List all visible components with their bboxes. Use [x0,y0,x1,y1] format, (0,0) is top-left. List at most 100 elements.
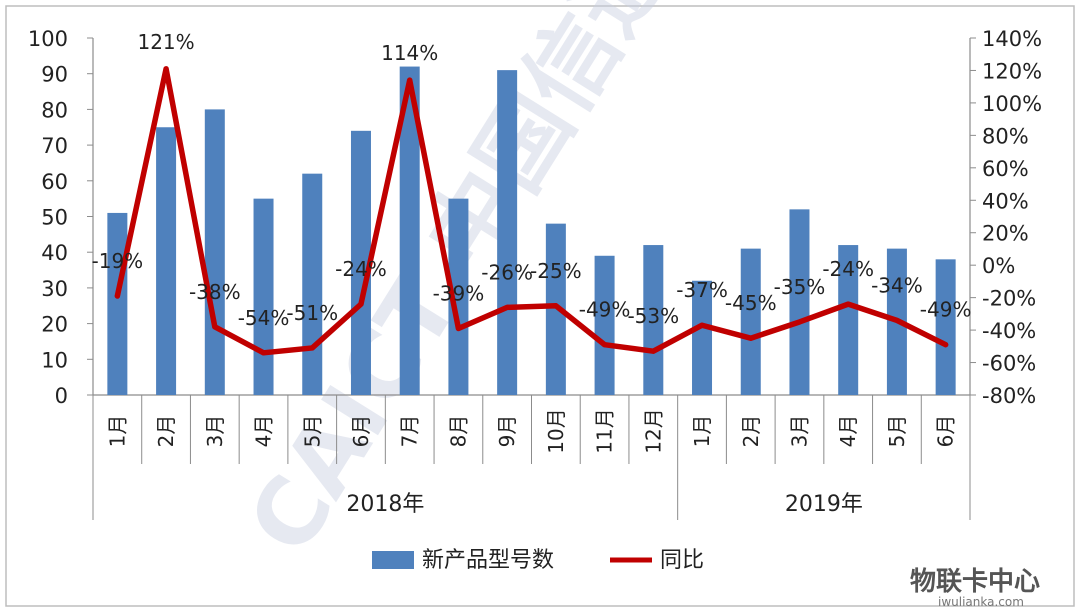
line-point [212,324,218,330]
y-left-tick-label: 70 [41,134,68,158]
line-data-label: -51% [286,301,338,325]
y-left-tick-label: 90 [41,63,68,87]
line-data-label: -49% [579,298,631,322]
x-group-label: 2019年 [785,492,863,517]
y-left-tick-label: 10 [41,348,68,372]
axes: 0 10 20 30 40 50 60 70 80 90 100 -80% -60% -40% -20% 0%… [28,27,1042,520]
y-left-tick-label: 50 [41,206,68,230]
line-data-label: -49% [920,298,972,322]
x-tick-label: 3月 [203,415,227,448]
bar [399,66,420,395]
bar [350,130,371,395]
line-point [407,77,413,83]
line-data-label: -45% [725,291,777,315]
line-point [163,66,169,72]
corner-logo-text: 物联卡中心 [910,567,1040,597]
bar [740,248,761,395]
line-point [845,301,851,307]
y-left-tick-label: 20 [41,313,68,337]
y-right-tick-label: 140% [982,27,1042,51]
bar [692,280,713,395]
legend-label-bar: 新产品型号数 [422,548,554,573]
y-right-tick-label: 120% [982,59,1042,83]
line-point [553,303,559,309]
y-left-tick-label: 0 [55,384,68,408]
y-right-tick-label: -80% [982,384,1036,408]
line-point [309,345,315,351]
x-tick-label: 5月 [885,415,909,448]
corner-logo-url: iwulianka.com [938,595,1024,609]
bar [302,173,323,395]
line-data-label: -35% [774,275,826,299]
corner-logo: 物联卡中心 iwulianka.com [910,567,1040,609]
legend-label-line: 同比 [660,548,704,573]
x-tick-label: 4月 [836,415,860,448]
y-left-tick-label: 30 [41,277,68,301]
line-data-label: -34% [871,273,923,297]
bar [497,70,518,395]
legend-swatch-bar [372,551,414,569]
y-right-tick-label: -60% [982,352,1036,376]
x-tick-label: 11月 [593,408,617,453]
y-right-tick-label: 100% [982,92,1042,116]
bar [789,209,810,395]
line-data-label: -53% [627,304,679,328]
x-tick-label: 4月 [252,415,276,448]
bar [204,109,225,396]
x-tick-label: 10月 [544,408,568,453]
line-point [358,301,364,307]
bar [156,127,177,395]
line-point [455,325,461,331]
line-data-label: -37% [676,278,728,302]
y-right-tick-label: 40% [982,189,1029,213]
line-series [114,66,949,356]
bar-series [107,66,956,396]
bar [643,245,664,395]
y-right-tick-label: -20% [982,287,1036,311]
line-point [699,322,705,328]
x-tick-label: 9月 [495,415,519,448]
line-data-label: 121% [137,30,194,54]
bar [838,245,859,395]
y-left-tick-label: 100 [28,27,68,51]
line-point [261,350,267,356]
line-point [650,348,656,354]
line-data-label: -39% [433,281,485,305]
y-left-tick-label: 40 [41,241,68,265]
x-group-label: 2018年 [346,492,424,517]
x-tick-label: 5月 [300,415,324,448]
y-left-tick-label: 60 [41,170,68,194]
x-tick-label: 1月 [105,415,129,448]
bar [545,223,566,395]
y-right-tick-label: 60% [982,157,1029,181]
line-data-label: -38% [189,280,241,304]
legend[interactable]: 新产品型号数 同比 [372,548,704,573]
x-tick-label: 12月 [641,408,665,453]
y-right-tick-label: 20% [982,222,1029,246]
x-tick-label: 6月 [934,415,958,448]
line-point [796,319,802,325]
line-point [748,335,754,341]
line-point [504,304,510,310]
x-tick-label: 2月 [154,415,178,448]
x-tick-label: 8月 [446,415,470,448]
line-point [114,293,120,299]
bar [935,259,956,395]
x-tick-label: 7月 [398,415,422,448]
y-right-tick-label: 0% [982,254,1015,278]
y-right-tick-label: -40% [982,319,1036,343]
bar [448,198,469,395]
data-labels: -19% 121% -38%-54%-51% -24% 114% -39%-26%-25%… [92,30,972,330]
line-point [894,317,900,323]
line-data-label: 114% [381,41,438,65]
bar [253,198,274,395]
x-tick-label: 2月 [739,415,763,448]
bar [594,255,615,395]
y-left-tick-label: 80 [41,98,68,122]
bar [107,212,128,395]
yoy-line [114,66,949,356]
y-right-tick-label: 80% [982,124,1029,148]
line-data-label: -25% [530,259,582,283]
x-tick-label: 1月 [690,415,714,448]
